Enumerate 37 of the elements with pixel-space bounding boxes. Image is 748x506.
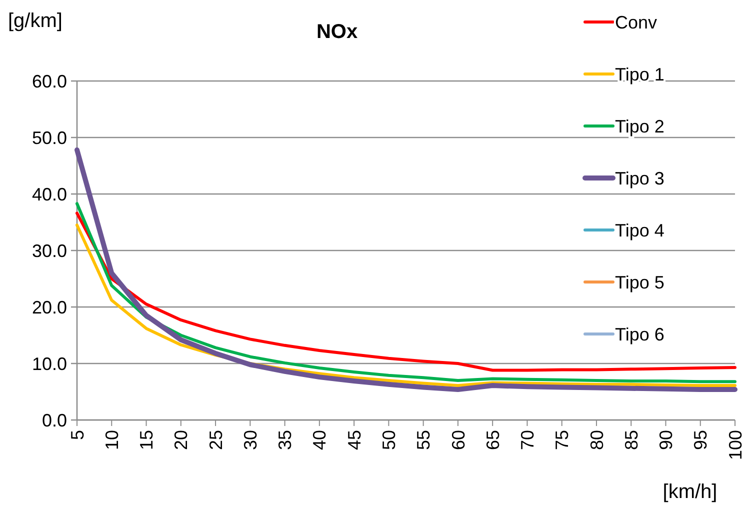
legend-label: Tipo 1 bbox=[615, 64, 664, 84]
x-tick-label: 95 bbox=[690, 430, 711, 450]
y-tick-label: 10.0 bbox=[32, 354, 67, 374]
legend-label: Tipo 6 bbox=[615, 324, 664, 344]
y-tick-label: 30.0 bbox=[32, 240, 67, 261]
legend-label: Conv bbox=[615, 12, 658, 32]
x-tick-label: 25 bbox=[206, 430, 226, 450]
x-tick-label: 10 bbox=[102, 430, 122, 450]
x-tick-label: 35 bbox=[275, 430, 296, 450]
x-tick-label: 85 bbox=[621, 430, 642, 450]
x-tick-label: 40 bbox=[310, 430, 330, 450]
x-tick-label: 60 bbox=[448, 430, 468, 450]
x-tick-label: 75 bbox=[552, 430, 572, 450]
x-tick-label: 50 bbox=[378, 430, 399, 450]
legend-label: Tipo 3 bbox=[615, 168, 664, 188]
x-tick-label: 55 bbox=[414, 430, 434, 450]
x-tick-label: 100 bbox=[725, 430, 746, 460]
y-tick-label: 60.0 bbox=[32, 71, 67, 92]
legend-label: Tipo 4 bbox=[615, 220, 664, 240]
legend-label: Tipo 2 bbox=[615, 116, 664, 136]
y-tick-label: 40.0 bbox=[32, 184, 67, 204]
x-tick-label: 45 bbox=[344, 430, 364, 450]
x-tick-label: 20 bbox=[171, 430, 192, 450]
y-tick-label: 0.0 bbox=[42, 410, 67, 430]
x-tick-label: 80 bbox=[586, 430, 607, 450]
x-tick-label: 90 bbox=[656, 430, 676, 450]
x-tick-label: 15 bbox=[136, 430, 157, 450]
x-axis-title: [km/h] bbox=[662, 481, 718, 503]
y-tick-label: 50.0 bbox=[32, 128, 67, 148]
y-axis-title: [g/km] bbox=[8, 10, 62, 32]
x-tick-label: 30 bbox=[240, 430, 260, 450]
x-tick-label: 5 bbox=[67, 430, 88, 440]
legend-label: Tipo 5 bbox=[615, 272, 664, 292]
x-tick-label: 70 bbox=[518, 430, 538, 450]
chart-title: NOx bbox=[316, 21, 358, 43]
x-tick-label: 65 bbox=[482, 430, 503, 450]
y-tick-label: 20.0 bbox=[32, 297, 67, 318]
